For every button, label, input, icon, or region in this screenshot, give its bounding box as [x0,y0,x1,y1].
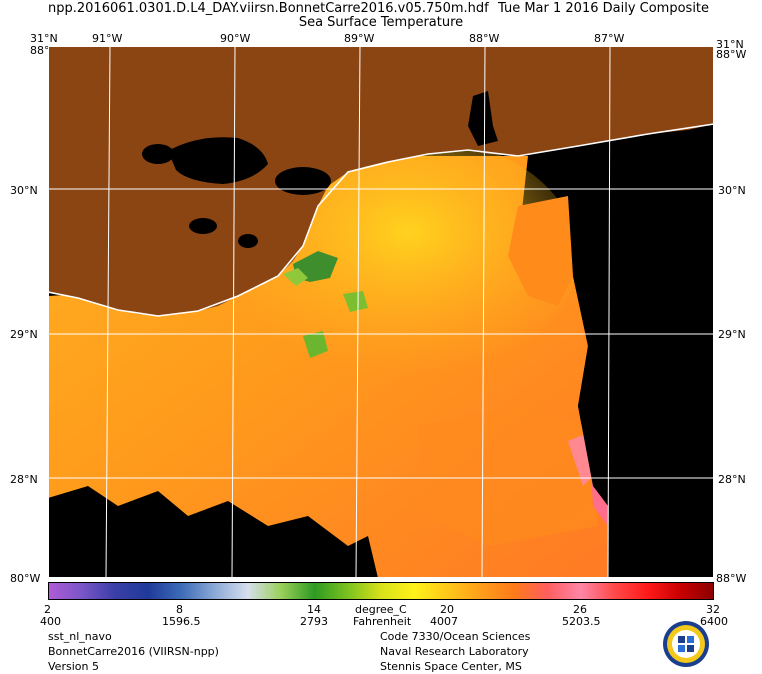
lake-pontchartrain [168,137,268,184]
cbar-f-5203: 5203.5 [562,615,601,628]
lake-small-2 [238,234,258,248]
cbar-c-20: 20 [440,603,454,616]
graticule [48,46,714,578]
no-data-east-strip [568,136,714,578]
lon-label-87w: 87°W [594,32,625,45]
delta-plume [343,291,368,312]
eastern-orange-patch [508,196,578,306]
lake-maurepas [142,144,174,164]
no-data-bottom-west [48,486,378,578]
cbar-unit-c: degree_C [355,603,407,616]
product-subtitle: Sea Surface Temperature [298,15,464,30]
cbar-f-4007: 4007 [430,615,458,628]
lon-label-89w: 89°W [344,32,375,45]
cbar-c-8: 8 [176,603,183,616]
footer-code: Code 7330/Ocean Sciences [380,630,531,643]
cbar-unit-f: Fahrenheit [353,615,412,628]
lake-borgne [275,167,331,195]
offshore-warm-patch [418,406,598,546]
corner-label-bottom-right: 88°W [716,572,747,585]
footer-project: BonnetCarre2016 (VIIRSN-npp) [48,645,219,658]
sst-map [48,46,714,578]
corner-label-top-right-2: 88°W [716,48,747,61]
cbar-f-1596: 1596.5 [162,615,201,628]
south-pass-plume [303,331,328,358]
lat-label-30n-left: 30°N [10,184,38,197]
land-mass [48,46,714,316]
coastline [48,123,714,317]
cbar-c-2: 2 [44,603,51,616]
lon-label-88w: 88°W [469,32,500,45]
lake-small-1 [189,218,217,234]
mobile-bay [468,91,498,146]
corner-label-top-left: 31°N [30,32,58,45]
cbar-f-6400: 6400 [700,615,728,628]
file-name-title: npp.2016061.0301.D.L4_DAY.viirsn.BonnetC… [48,1,489,16]
footer-product: sst_nl_navo [48,630,112,643]
footer-location: Stennis Space Center, MS [380,660,522,673]
lon-label-90w: 90°W [220,32,251,45]
cbar-f-400: 400 [40,615,61,628]
colorbar-gradient [48,582,714,600]
footer-version: Version 5 [48,660,99,673]
composite-date-title: Tue Mar 1 2016 Daily Composite [498,1,710,16]
nrl-emblem-icon [663,621,709,667]
lat-label-29n-right: 29°N [718,328,746,341]
cbar-f-2793: 2793 [300,615,328,628]
lat-label-28n-left: 28°N [10,473,38,486]
plume-bright-green [283,268,308,286]
lon-label-91w: 91°W [92,32,123,45]
corner-label-bottom-left: 80°W [10,572,41,585]
lat-label-30n-right: 30°N [718,184,746,197]
corner-label-top-right: 31°N [716,38,744,51]
footer-lab: Naval Research Laboratory [380,645,529,658]
lat-label-29n-left: 29°N [10,328,38,341]
cbar-c-26: 26 [573,603,587,616]
cbar-c-32: 32 [706,603,720,616]
sst-colorbar [48,582,714,600]
lat-label-28n-right: 28°N [718,473,746,486]
cbar-c-14: 14 [307,603,321,616]
